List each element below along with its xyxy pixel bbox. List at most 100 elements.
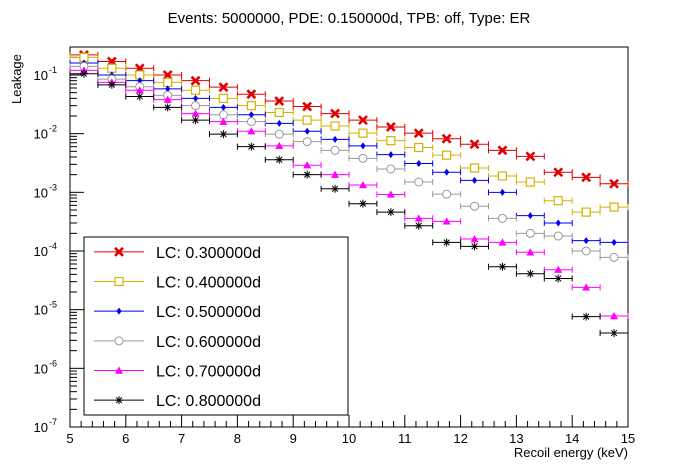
data-point: [543, 274, 573, 283]
y-tick-exponent: -1: [49, 65, 57, 75]
series-3: [69, 59, 629, 246]
data-point: [599, 329, 629, 338]
data-point: [571, 237, 601, 245]
data-point: [125, 86, 155, 94]
data-point: [488, 213, 517, 223]
data-point: [209, 117, 238, 125]
data-point: [348, 199, 378, 208]
legend-box: [83, 236, 349, 416]
data-point: [209, 82, 238, 93]
y-tick-label: 10: [34, 127, 48, 142]
data-point: [376, 164, 406, 174]
data-point: [209, 130, 238, 139]
data-point: [209, 110, 238, 120]
data-point: [348, 115, 378, 126]
data-point: [264, 141, 294, 150]
data-point: [376, 136, 406, 146]
data-point: [599, 202, 629, 212]
data-point: [515, 212, 545, 220]
x-tick-label: 12: [453, 431, 467, 446]
y-tick-exponent: -5: [49, 300, 57, 310]
data-point: [264, 155, 294, 164]
data-point: [488, 171, 517, 181]
y-tick-label: 10: [34, 361, 48, 376]
legend-item: LC: 0.700000d: [94, 364, 261, 381]
data-point: [543, 231, 573, 241]
data-point: [488, 188, 517, 196]
data-point: [571, 172, 601, 183]
legend-label: LC: 0.300000d: [156, 245, 261, 262]
data-point: [460, 242, 489, 251]
x-tick-label: 11: [398, 431, 412, 446]
data-point: [292, 127, 322, 135]
data-point: [320, 170, 350, 178]
data-point: [264, 96, 294, 106]
data-point: [571, 207, 601, 217]
data-point: [153, 77, 183, 87]
x-tick-label: 13: [509, 431, 523, 446]
x-axis-label: Recoil energy (keV): [514, 445, 628, 460]
data-point: [488, 145, 517, 156]
data-point: [599, 311, 629, 320]
legend-label: LC: 0.600000d: [156, 334, 261, 351]
y-tick-exponent: -4: [49, 241, 57, 251]
data-point: [181, 109, 210, 117]
data-point: [97, 63, 127, 73]
data-point: [376, 151, 406, 159]
data-point: [236, 101, 266, 111]
data-point: [320, 121, 350, 131]
data-point: [432, 150, 462, 160]
y-tick-label: 10: [34, 303, 48, 318]
data-point: [460, 201, 489, 211]
x-tick-label: 15: [621, 431, 635, 446]
data-point: [599, 238, 629, 246]
legend: LC: 0.300000d LC: 0.400000d LC: 0.500000d L…: [83, 236, 349, 416]
data-point: [460, 139, 489, 150]
data-point: [97, 80, 127, 89]
data-point: [543, 167, 573, 178]
data-point: [348, 181, 378, 189]
legend-label: LC: 0.500000d: [156, 304, 261, 321]
data-point: [543, 196, 573, 206]
data-point: [515, 151, 545, 162]
y-tick-exponent: -3: [49, 182, 57, 192]
data-point: [376, 208, 406, 217]
chart-title: Events: 5000000, PDE: 0.150000d, TPB: of…: [168, 10, 531, 27]
data-point: [292, 170, 322, 179]
x-tick-label: 5: [66, 431, 73, 446]
legend-item: LC: 0.400000d: [94, 275, 261, 292]
data-point: [571, 283, 601, 291]
data-point: [292, 161, 322, 169]
y-tick-exponent: -2: [49, 124, 57, 134]
data-point: [515, 177, 545, 187]
data-point: [264, 129, 294, 139]
data-point: [236, 117, 266, 127]
series-layer: [69, 49, 629, 338]
legend-item: LC: 0.800000d: [94, 393, 261, 410]
data-point: [404, 221, 434, 230]
data-point: [432, 133, 462, 144]
y-tick-label: 10: [34, 244, 48, 259]
data-point: [460, 163, 489, 173]
data-point: [571, 312, 601, 321]
data-point: [515, 269, 545, 278]
data-point: [460, 176, 489, 184]
data-point: [404, 128, 434, 139]
y-axis-label: Leakage: [9, 54, 24, 104]
data-point: [404, 160, 434, 168]
y-tick-label: 10: [34, 185, 48, 200]
data-point: [404, 177, 434, 187]
data-point: [181, 116, 210, 125]
data-point: [320, 108, 350, 119]
y-tick-label: 10: [34, 68, 48, 83]
data-point: [432, 168, 462, 176]
y-tick-label: 10: [34, 420, 48, 435]
data-point: [264, 107, 294, 118]
legend-label: LC: 0.700000d: [156, 364, 261, 381]
data-point: [460, 235, 489, 243]
data-point: [599, 178, 629, 189]
y-tick-exponent: -6: [49, 358, 57, 368]
data-point: [153, 103, 183, 112]
legend-item: LC: 0.600000d: [94, 334, 261, 351]
